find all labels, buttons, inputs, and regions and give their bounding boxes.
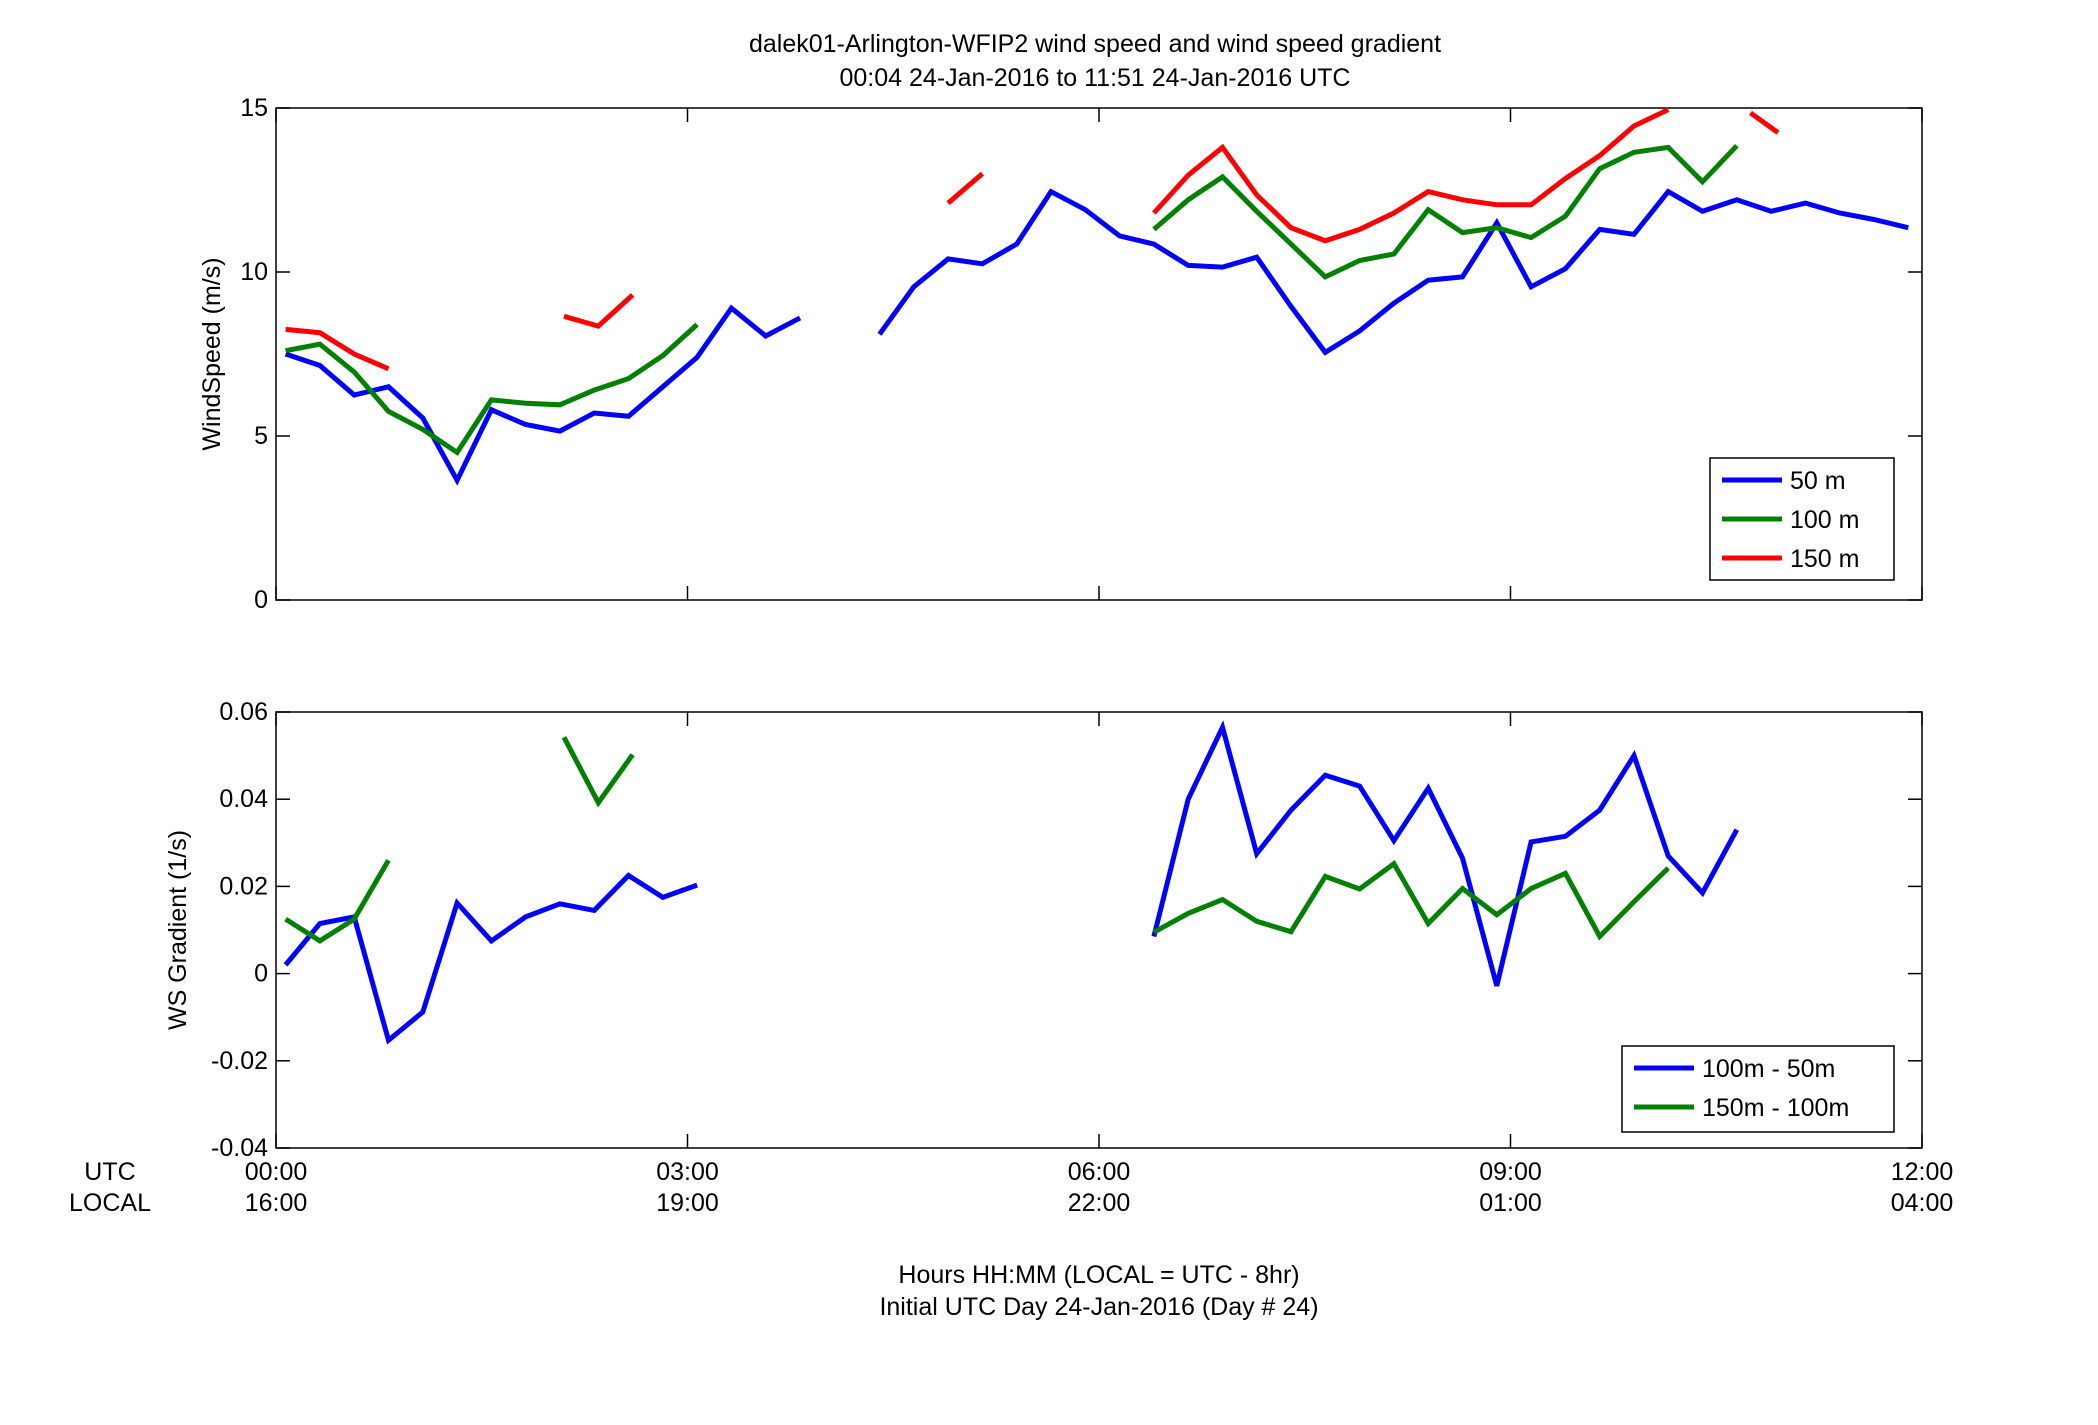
utc-row-label: UTC (84, 1158, 135, 1186)
y-tick-label: -0.02 (211, 1047, 268, 1075)
series-50-m (284, 188, 1909, 486)
y-tick-label: 0.04 (219, 785, 268, 813)
legend-label: 100 m (1790, 506, 1859, 534)
series-line (284, 304, 802, 486)
x-axis-label-line2: Initial UTC Day 24-Jan-2016 (Day # 24) (879, 1293, 1318, 1321)
windspeed-panel: 0 5 10 15 WindSpeed (m/s) 50 m 100 m 150 m (198, 94, 1923, 614)
y-tick-label: 5 (254, 422, 268, 450)
legend-label: 150 m (1790, 545, 1859, 573)
legend-label: 50 m (1790, 467, 1846, 495)
x-tick-utc: 03:00 (656, 1158, 719, 1186)
x-tick-local: 19:00 (656, 1189, 719, 1217)
series-line (284, 858, 391, 944)
figure-title-line1: dalek01-Arlington-WFIP2 wind speed and w… (749, 30, 1441, 58)
y-axis-label: WindSpeed (m/s) (198, 257, 226, 450)
x-tick-utc: 00:00 (245, 1158, 308, 1186)
series-line (1152, 107, 1670, 244)
series-line (285, 322, 699, 456)
series-100m-50m (283, 720, 1739, 1045)
series-line (877, 188, 1909, 356)
series-line (283, 872, 698, 1045)
y-tick-label: 0.06 (219, 698, 268, 726)
series-line (1749, 110, 1780, 135)
x-tick-utc: 06:00 (1068, 1158, 1131, 1186)
local-row-label: LOCAL (69, 1189, 151, 1217)
plot-frame (275, 107, 1923, 601)
legend-box (1621, 1045, 1895, 1133)
y-tick-label: 0 (254, 960, 268, 988)
y-axis-label: WS Gradient (1/s) (164, 830, 192, 1030)
x-tick-utc: 09:00 (1479, 1158, 1542, 1186)
series-line (946, 171, 985, 205)
figure-title-line2: 00:04 24-Jan-2016 to 11:51 24-Jan-2016 U… (840, 64, 1351, 92)
x-tick-local: 04:00 (1891, 1189, 1954, 1217)
series-line (563, 293, 635, 329)
y-tick-label: 0 (254, 586, 268, 614)
x-axis-label-line1: Hours HH:MM (LOCAL = UTC - 8hr) (898, 1261, 1299, 1289)
series-line (1152, 860, 1670, 941)
series-line (561, 736, 635, 808)
series-line (1152, 143, 1739, 280)
series-150-m (285, 107, 1780, 372)
x-tick-local: 01:00 (1479, 1189, 1542, 1217)
y-tick-label: 0.02 (219, 872, 268, 900)
y-tick-label: 15 (240, 94, 268, 122)
series-100-m (285, 143, 1739, 456)
y-tick-label: 10 (240, 258, 268, 286)
gradient-panel: -0.04 -0.02 0 0.02 0.04 0.06 WS Gradient (1/s)… (164, 698, 1923, 1162)
x-tick-utc: 12:00 (1891, 1158, 1954, 1186)
series-line (285, 326, 390, 372)
legend: 100m - 50m 150m - 100m (1621, 1045, 1895, 1133)
x-tick-local: 16:00 (245, 1189, 308, 1217)
x-tick-labels-local: 16:00 19:00 22:00 01:00 04:00 (245, 1189, 1954, 1217)
x-tick-labels-utc: 00:00 03:00 06:00 09:00 12:00 (245, 1158, 1954, 1186)
y-tick-label: -0.04 (211, 1134, 268, 1162)
legend-label: 100m - 50m (1702, 1055, 1835, 1083)
series-150m-100m (284, 736, 1670, 944)
legend: 50 m 100 m 150 m (1709, 457, 1895, 581)
series-line (1151, 720, 1739, 987)
legend-label: 150m - 100m (1702, 1094, 1849, 1122)
x-tick-local: 22:00 (1068, 1189, 1131, 1217)
